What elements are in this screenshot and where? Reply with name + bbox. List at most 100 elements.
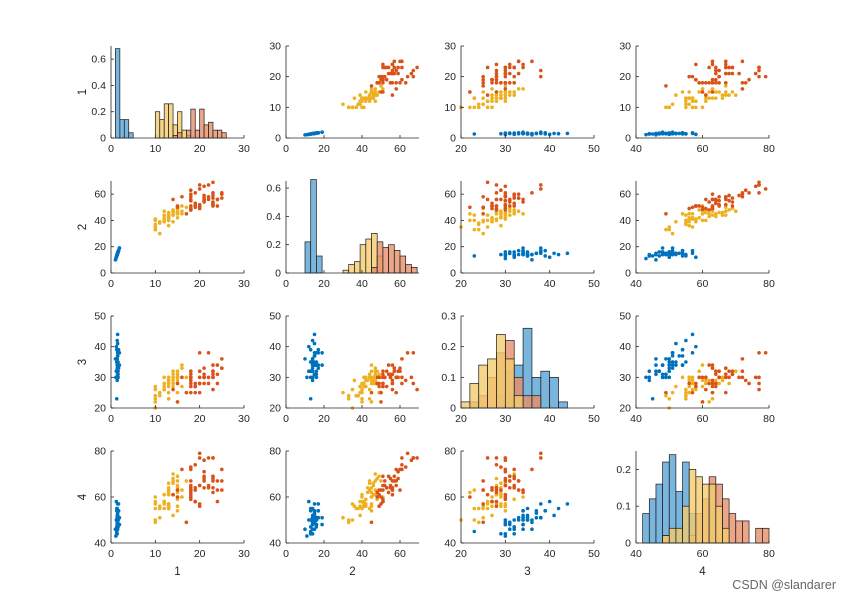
point-group2-48 xyxy=(365,378,370,383)
point-group3-16 xyxy=(512,201,516,206)
point-group1-14 xyxy=(644,375,648,380)
point-group1-37 xyxy=(525,506,530,511)
point-group2-4 xyxy=(684,397,688,401)
point-group3-35 xyxy=(390,492,395,497)
point-group3-19 xyxy=(757,387,761,392)
y-tick-label: 10 xyxy=(444,102,456,114)
point-group3-24 xyxy=(377,384,381,389)
point-group2-18 xyxy=(153,384,158,389)
point-group3-22 xyxy=(494,504,499,509)
point-group3-23 xyxy=(411,381,416,386)
x-tick-label: 10 xyxy=(149,143,161,155)
point-group1-28 xyxy=(525,513,530,518)
point-group2-32 xyxy=(684,393,688,398)
point-group3-27 xyxy=(375,381,380,386)
point-group3-42 xyxy=(507,474,512,479)
point-group2-24 xyxy=(162,492,166,497)
point-group2-43 xyxy=(485,99,490,103)
point-group2-32 xyxy=(153,393,158,398)
point-group1-44 xyxy=(667,250,672,254)
point-group3-10 xyxy=(220,467,224,472)
point-group3-35 xyxy=(171,387,175,392)
y-tick-label: 20 xyxy=(269,71,281,83)
point-group3-50 xyxy=(503,204,508,208)
point-group1-44 xyxy=(116,360,120,364)
point-group1-34 xyxy=(556,506,561,511)
point-group2-50 xyxy=(690,96,695,100)
point-group1-49 xyxy=(677,131,682,136)
point-group1-38 xyxy=(310,357,315,361)
point-group1-2 xyxy=(664,375,668,380)
point-group2-47 xyxy=(499,502,503,506)
point-group3-37 xyxy=(215,363,220,367)
point-group2-40 xyxy=(360,506,364,511)
point-group2-50 xyxy=(690,217,695,221)
point-group3-21 xyxy=(211,196,215,200)
hist-bar-group2-2 xyxy=(668,527,677,544)
panel-r3-c3: 20 30 40 50 0 0.1 0.2 0.3 xyxy=(441,311,600,426)
point-group2-27 xyxy=(171,381,175,386)
point-group2-45 xyxy=(490,216,494,220)
point-group1-38 xyxy=(530,131,534,136)
point-group3-6 xyxy=(753,184,758,189)
point-group1-21 xyxy=(316,509,321,513)
point-group3-19 xyxy=(415,65,419,70)
x-tick-label: 30 xyxy=(238,143,250,155)
x-tick-label: 20 xyxy=(194,278,206,290)
point-group1-49 xyxy=(534,251,539,256)
point-group3-31 xyxy=(494,463,499,467)
point-group3-30 xyxy=(394,467,399,472)
point-group1-46 xyxy=(115,522,120,527)
point-group3-38 xyxy=(507,486,512,490)
point-group1-46 xyxy=(310,375,315,380)
point-group3-31 xyxy=(400,381,404,386)
point-group3-24 xyxy=(710,81,715,85)
point-group1-45 xyxy=(539,246,543,250)
point-group1-42 xyxy=(472,254,477,258)
point-group1-44 xyxy=(667,360,672,364)
point-group1-31 xyxy=(660,250,665,254)
point-group2-9 xyxy=(499,481,503,486)
point-group1-24 xyxy=(670,366,675,370)
hist-bar-group1-1 xyxy=(642,513,650,544)
point-group3-25 xyxy=(516,71,521,76)
point-group3-10 xyxy=(740,357,745,361)
point-group1-31 xyxy=(660,372,665,377)
point-group2-45 xyxy=(687,96,691,100)
point-group3-50 xyxy=(697,81,701,85)
point-group3-15 xyxy=(694,62,698,67)
x-tick-label: 20 xyxy=(455,548,467,560)
point-group2-13 xyxy=(468,218,472,223)
point-group3-28 xyxy=(704,81,708,85)
point-group2-32 xyxy=(476,222,481,227)
point-group2-49 xyxy=(670,231,675,236)
point-group2-30 xyxy=(690,105,695,110)
x-tick-label: 80 xyxy=(763,413,775,425)
hist-bar-group2-4 xyxy=(487,358,497,409)
y-tick-label: 0 xyxy=(275,133,281,145)
point-group1-47 xyxy=(539,131,543,135)
point-group2-44 xyxy=(346,105,351,110)
point-group2-41 xyxy=(162,506,166,511)
point-group2-36 xyxy=(521,212,525,216)
point-group2-38 xyxy=(472,213,477,217)
point-group2-50 xyxy=(362,381,366,386)
point-group1-37 xyxy=(684,360,688,364)
point-group3-43 xyxy=(694,204,698,208)
point-group1-33 xyxy=(312,341,317,346)
point-group1-47 xyxy=(116,351,120,355)
point-group2-21 xyxy=(512,208,516,212)
point-group3-20 xyxy=(468,495,472,499)
point-group3-18 xyxy=(539,183,543,187)
x-tick-label: 0 xyxy=(108,278,114,290)
point-group2-48 xyxy=(166,490,171,495)
point-group3-40 xyxy=(386,474,391,479)
point-group1-45 xyxy=(117,246,122,250)
point-group3-32 xyxy=(539,74,543,79)
point-group2-35 xyxy=(175,509,180,513)
point-group2-41 xyxy=(367,387,372,392)
point-group3-39 xyxy=(503,208,508,212)
point-group2-38 xyxy=(472,488,477,492)
point-group3-36 xyxy=(400,375,404,380)
